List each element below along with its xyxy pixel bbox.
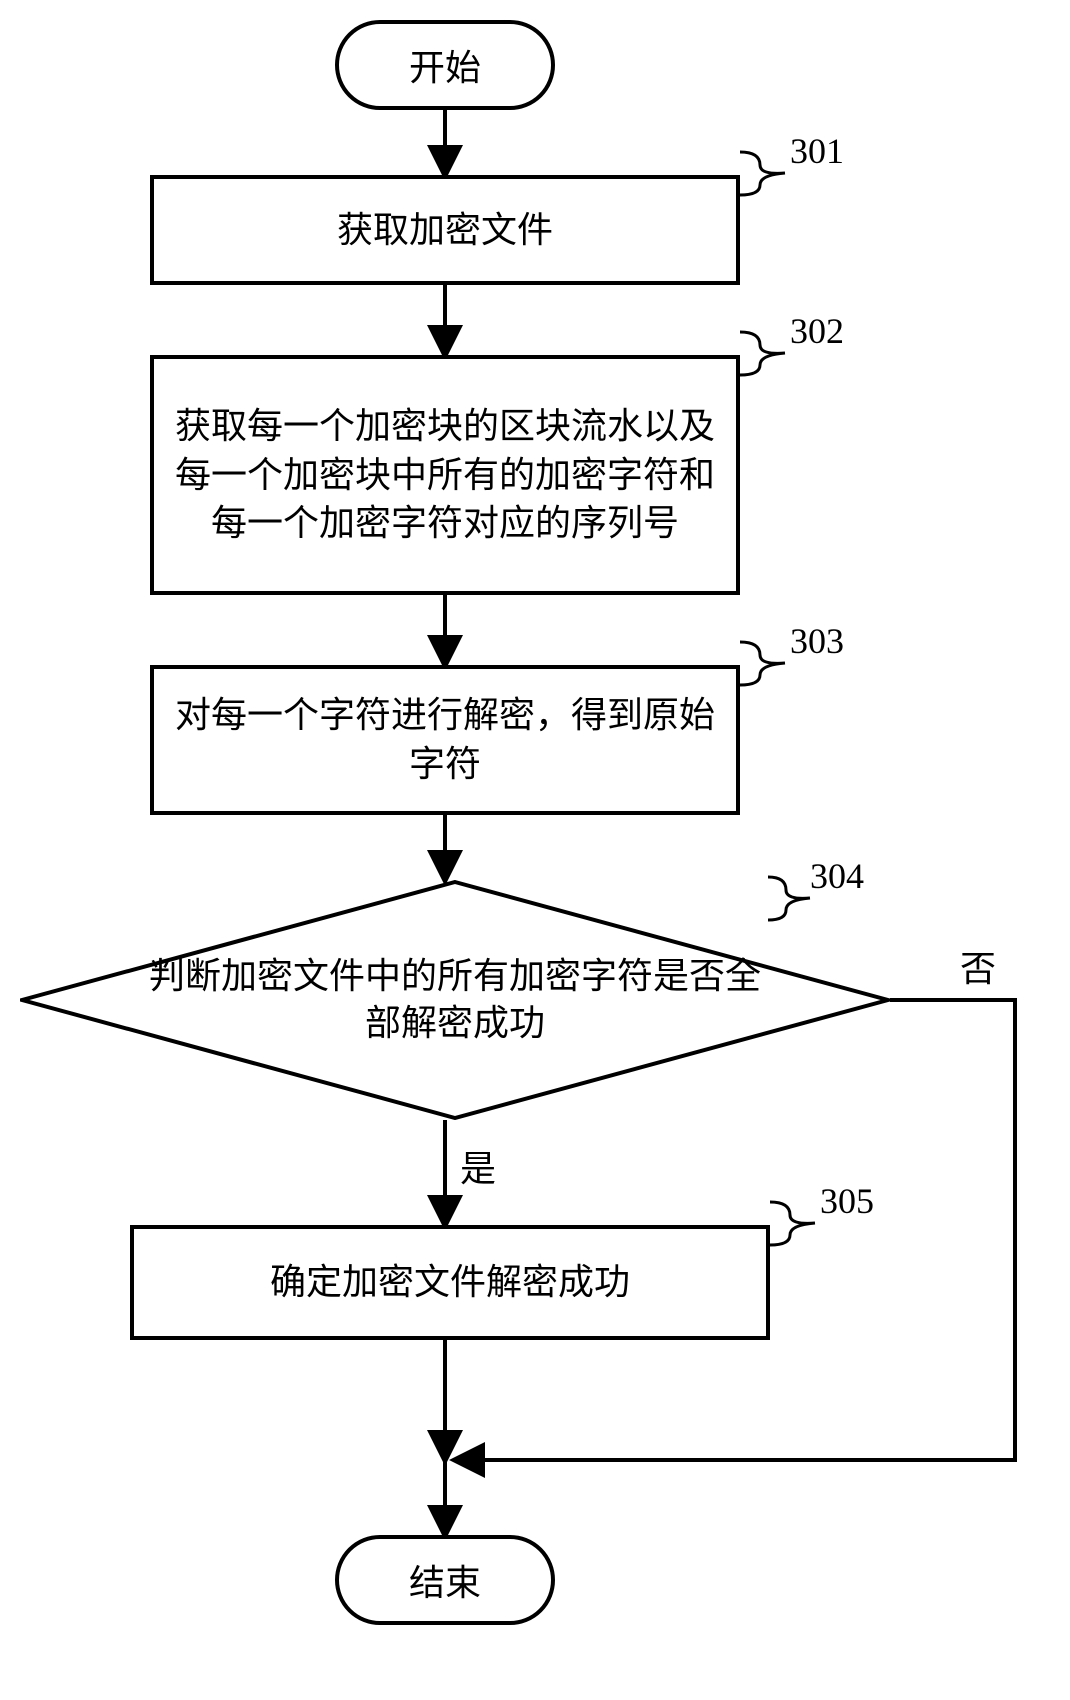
step-301-num: 301 xyxy=(790,130,844,172)
step-304: 判断加密文件中的所有加密字符是否全部解密成功 xyxy=(20,880,890,1120)
branch-yes: 是 xyxy=(460,1140,496,1192)
step-305-num: 305 xyxy=(820,1180,874,1222)
step-302-num: 302 xyxy=(790,310,844,352)
step-301-text: 获取加密文件 xyxy=(337,207,553,254)
step-301: 获取加密文件 xyxy=(150,175,740,285)
branch-no: 否 xyxy=(960,940,996,992)
step-302-text: 获取每一个加密块的区块流水以及每一个加密块中所有的加密字符和每一个加密字符对应的… xyxy=(174,402,716,548)
step-305: 确定加密文件解密成功 xyxy=(130,1225,770,1340)
start-label: 开始 xyxy=(409,39,481,91)
flowchart-canvas: 开始 获取加密文件 301 获取每一个加密块的区块流水以及每一个加密块中所有的加… xyxy=(0,0,1070,1700)
step-303: 对每一个字符进行解密，得到原始字符 xyxy=(150,665,740,815)
step-305-text: 确定加密文件解密成功 xyxy=(270,1259,630,1306)
end-node: 结束 xyxy=(335,1535,555,1625)
end-label: 结束 xyxy=(409,1554,481,1606)
step-303-num: 303 xyxy=(790,620,844,662)
start-node: 开始 xyxy=(335,20,555,110)
step-302: 获取每一个加密块的区块流水以及每一个加密块中所有的加密字符和每一个加密字符对应的… xyxy=(150,355,740,595)
step-304-text: 判断加密文件中的所有加密字符是否全部解密成功 xyxy=(140,953,770,1047)
step-304-num: 304 xyxy=(810,855,864,897)
step-303-text: 对每一个字符进行解密，得到原始字符 xyxy=(174,691,716,788)
